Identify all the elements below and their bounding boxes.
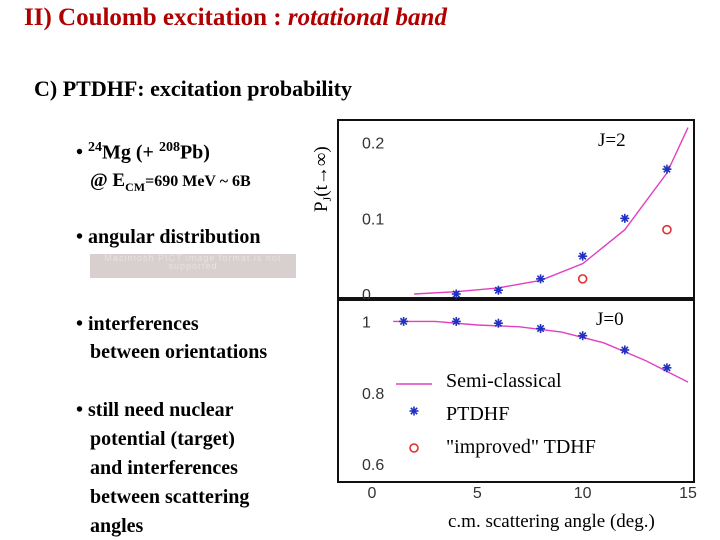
ptdhf-point-top: [578, 251, 588, 261]
x-tick-label: 0: [368, 485, 377, 502]
bullet-angular-distribution: • angular distribution: [76, 226, 261, 248]
x-tick-label: 10: [574, 485, 592, 502]
legend-label: "improved" TDHF: [446, 436, 596, 458]
element-pb: Pb): [179, 141, 210, 164]
improved-tdhf-point-top: [577, 274, 588, 284]
panel-frame-top: [337, 119, 695, 299]
y-tick-label-top: 0.1: [362, 211, 384, 228]
title-italic: rotational band: [287, 4, 447, 31]
y-tick-label-bottom: 0.8: [362, 386, 384, 403]
improved-tdhf-point-top: [662, 224, 672, 235]
bullet-nuclear-4: between scattering: [90, 486, 250, 508]
bullet-nucleus: • 24Mg (+ 208Pb): [76, 140, 210, 165]
bullet-nuclear-5: angles: [90, 515, 144, 537]
ptdhf-point-top: [662, 164, 672, 174]
pict-placeholder-image: Macintosh PICT image format is not suppo…: [90, 254, 296, 278]
energy-sub: CM: [125, 179, 146, 194]
legend-label: Semi-classical: [446, 370, 562, 392]
legend-circle-swatch: [409, 443, 419, 453]
bullet-energy: @ ECM=690 MeV ~ 6B: [90, 170, 251, 195]
ptdhf-point-top: [493, 285, 503, 295]
slide-title: II) Coulomb excitation : rotational band: [24, 4, 447, 32]
y-tick-label-top: 0.2: [362, 136, 384, 153]
panel-label-top: J=2: [598, 130, 626, 151]
y-axis-label: PJ(t→∞): [311, 146, 334, 212]
y-tick-label-bottom: 0.6: [362, 457, 384, 474]
legend-label: PTDHF: [446, 403, 509, 425]
title-main: II) Coulomb excitation :: [24, 4, 288, 31]
semi-classical-curve-top: [414, 127, 689, 295]
mass-number-mg: 24: [88, 140, 103, 155]
bullet-interferences: • interferences: [76, 313, 199, 335]
bullet-nuclear-2: potential (target): [90, 428, 235, 450]
ptdhf-point-bottom: [399, 316, 409, 326]
ptdhf-point-bottom: [493, 318, 503, 328]
energy-pre: @ E: [90, 170, 126, 191]
ptdhf-point-bottom: [620, 345, 630, 355]
ptdhf-point-bottom: [662, 363, 672, 373]
ptdhf-point-top: [451, 289, 461, 299]
ptdhf-point-top: [536, 274, 546, 284]
y-axis-label-sub: J: [320, 196, 334, 201]
x-tick-label: 5: [473, 485, 482, 502]
y-tick-label-top: 0: [362, 287, 371, 304]
ptdhf-point-bottom: [578, 331, 588, 341]
ptdhf-point-top: [620, 213, 630, 223]
legend-star-swatch: [409, 406, 419, 416]
bullet-nuclear-1: • still need nuclear: [76, 399, 234, 421]
mass-number-pb: 208: [158, 140, 180, 155]
panel-label-bottom: J=0: [596, 309, 624, 330]
section-heading: C) PTDHF: excitation probability: [34, 76, 352, 101]
legend-box: [390, 362, 640, 460]
legend: Semi-classical PTDHF "improved" TDHF: [390, 362, 640, 460]
element-mg: Mg (+: [102, 141, 159, 164]
top-panel: 0 0.1 0.2 J=2: [337, 119, 695, 304]
bullet-orientations: between orientations: [90, 341, 268, 363]
bullet-prefix: •: [76, 141, 89, 164]
x-tick-label: 15: [679, 485, 697, 502]
ptdhf-point-bottom: [536, 324, 546, 334]
bullet-nuclear-3: and interferences: [90, 457, 238, 479]
x-axis-label: c.m. scattering angle (deg.): [448, 511, 655, 532]
bottom-panel: 0.60.810 5 10 15J=0: [337, 299, 697, 502]
y-tick-label-bottom: 1: [362, 314, 371, 331]
energy-post: =690 MeV ~ 6B: [145, 173, 251, 190]
ptdhf-point-bottom: [451, 316, 461, 326]
panel-frame-bottom: [337, 299, 695, 483]
